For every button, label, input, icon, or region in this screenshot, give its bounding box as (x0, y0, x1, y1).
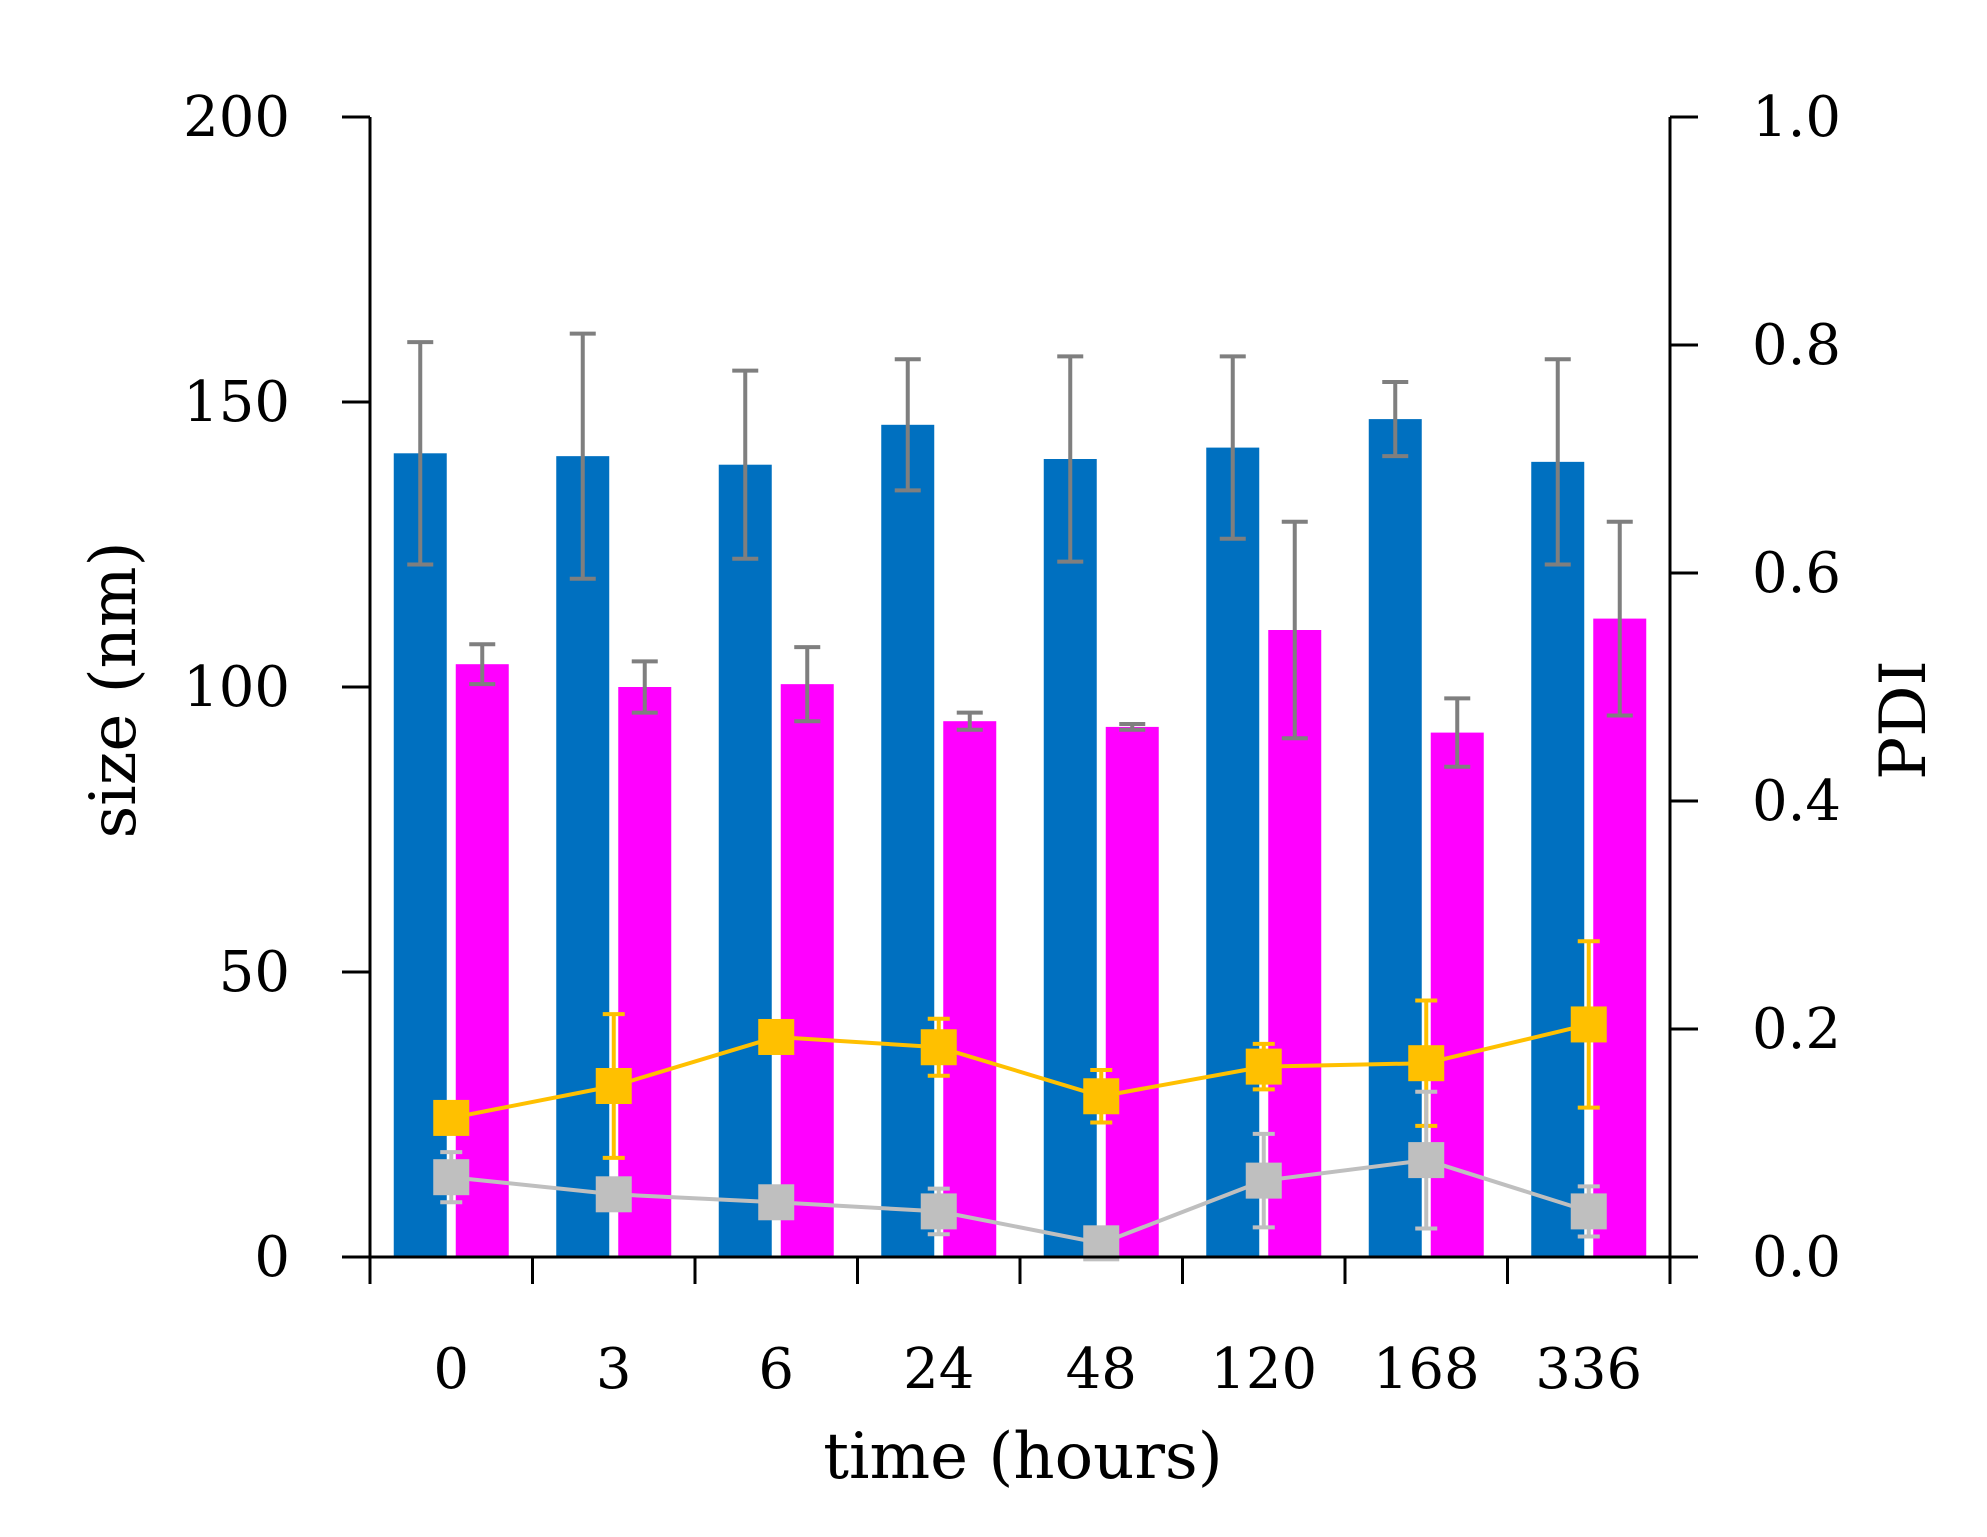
bar-s1-6 (718, 464, 772, 1257)
bar-s2-48 (1105, 726, 1159, 1257)
ticklabels-layer: 0 50 100 150 200 0.0 0.2 0.4 0.6 0.8 1.0 0 3 6 24 48 120… (183, 85, 1841, 1402)
pdi-marker-s1-24 (920, 1029, 957, 1066)
y2-axis-title: PDI (1867, 660, 1941, 780)
x-tick-label-3: 3 (596, 1337, 632, 1402)
y-tick-label-100: 100 (183, 655, 290, 720)
pdi-marker-s1-0 (433, 1099, 470, 1136)
bar-s2-168 (1430, 732, 1484, 1257)
bar-s1-0 (393, 453, 447, 1257)
x-tick-label-120: 120 (1210, 1337, 1317, 1402)
line-pdi-s1 (450, 1022, 1590, 1120)
y-tick-label-150: 150 (183, 370, 290, 435)
lines-layer (433, 939, 1607, 1262)
y2-tick-label-0.6: 0.6 (1752, 541, 1841, 606)
pdi-marker-s2-48 (1083, 1225, 1120, 1262)
x-tick-label-48: 48 (1066, 1337, 1137, 1402)
bar-s1-48 (1043, 459, 1097, 1257)
y2-tick-label-0.8: 0.8 (1752, 313, 1841, 378)
bar-s1-120 (1206, 447, 1260, 1258)
axes-layer (342, 115, 1698, 1284)
bar-s1-24 (881, 424, 935, 1257)
x-tick-label-168: 168 (1373, 1337, 1480, 1402)
pdi-marker-s1-120 (1245, 1048, 1282, 1085)
bar-s2-336 (1593, 618, 1647, 1257)
pdi-marker-s2-6 (758, 1184, 795, 1221)
bar-s2-3 (618, 687, 672, 1257)
pdi-marker-s1-6 (758, 1018, 795, 1055)
x-tick-label-336: 336 (1535, 1337, 1642, 1402)
y-tick-label-50: 50 (219, 940, 290, 1005)
pdi-marker-s1-336 (1570, 1006, 1607, 1043)
x-axis-title: time (hours) (823, 1420, 1222, 1494)
y-tick-label-0: 0 (254, 1225, 290, 1290)
bar-s2-24 (943, 721, 997, 1257)
bar-s2-6 (780, 684, 834, 1257)
y2-tick-label-0.2: 0.2 (1752, 997, 1841, 1062)
pdi-marker-s1-48 (1083, 1078, 1120, 1115)
y2-tick-label-0.0: 0.0 (1752, 1225, 1841, 1290)
x-tick-label-24: 24 (903, 1337, 974, 1402)
y2-tick-label-1.0: 1.0 (1752, 85, 1841, 150)
pdi-marker-s2-336 (1570, 1193, 1607, 1230)
pdi-marker-s1-3 (595, 1068, 632, 1104)
bar-s1-336 (1531, 461, 1585, 1258)
y-axis-title: size (nm) (77, 541, 151, 838)
pdi-marker-s2-3 (595, 1176, 632, 1213)
x-tick-label-0: 0 (433, 1337, 469, 1402)
bar-s2-0 (455, 664, 509, 1257)
pdi-marker-s1-168 (1408, 1045, 1445, 1082)
bar-s1-3 (556, 456, 610, 1257)
pdi-marker-s2-24 (920, 1193, 957, 1230)
pdi-marker-s2-168 (1408, 1142, 1445, 1179)
y-tick-label-200: 200 (183, 85, 290, 150)
bars-layer (393, 419, 1647, 1258)
pdi-marker-s2-0 (433, 1159, 470, 1196)
y2-tick-label-0.4: 0.4 (1752, 769, 1841, 834)
bar-s1-168 (1368, 419, 1422, 1258)
pdi-marker-s2-120 (1245, 1162, 1282, 1199)
x-tick-label-6: 6 (758, 1337, 794, 1402)
line-pdi-s2 (451, 1158, 1590, 1246)
bar-errors-layer (407, 331, 1633, 769)
